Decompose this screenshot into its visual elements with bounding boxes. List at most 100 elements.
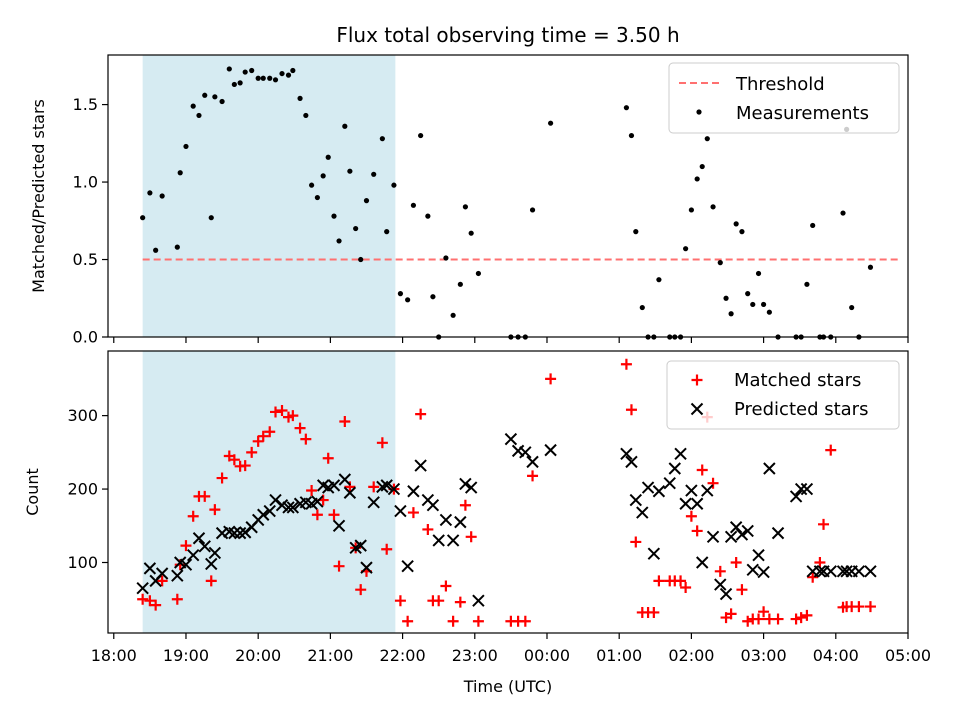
- predicted-star-point: [192, 532, 206, 545]
- matched-star-point: [355, 584, 367, 596]
- predicted-star-point: [401, 559, 414, 573]
- matched-star-point: [545, 373, 557, 385]
- matched-star-point: [758, 606, 770, 618]
- matched-star-point: [433, 595, 445, 607]
- predicted-star-point: [729, 521, 743, 534]
- count-xtick-label: 01:00: [596, 646, 642, 665]
- measurement-point: [242, 69, 248, 75]
- predicted-star-point: [526, 455, 539, 469]
- measurement-point: [342, 123, 348, 129]
- matched-star-point: [339, 416, 351, 427]
- count-xtick-label: 05:00: [885, 646, 931, 665]
- measurement-point: [212, 94, 218, 100]
- legend-matched-label: Matched stars: [734, 370, 861, 391]
- matched-star-point: [680, 581, 692, 593]
- measurement-point: [325, 154, 331, 160]
- predicted-star-point: [800, 482, 814, 496]
- measurement-point: [237, 80, 243, 86]
- matched-star-point: [818, 518, 830, 530]
- measurement-point: [314, 194, 320, 201]
- measurement-point: [153, 247, 159, 253]
- matched-star-point: [790, 613, 802, 625]
- matched-star-point: [381, 543, 393, 555]
- predicted-star-point: [282, 501, 295, 514]
- matched-star-point: [270, 406, 282, 418]
- measurement-point: [547, 120, 554, 126]
- measurement-point: [633, 229, 639, 235]
- predicted-star-point: [636, 506, 649, 519]
- matched-star-point: [257, 430, 269, 442]
- measurement-point: [739, 229, 745, 235]
- predicted-star-point: [338, 473, 352, 486]
- predicted-star-point: [257, 508, 270, 521]
- predicted-star-point: [233, 526, 247, 540]
- predicted-star-point: [311, 495, 324, 508]
- count-ytick-label: 300: [67, 406, 98, 425]
- matched-star-point: [772, 613, 784, 625]
- measurement-point: [683, 246, 689, 252]
- matched-star-point: [653, 575, 665, 587]
- measurement-point: [457, 281, 463, 287]
- measurement-point: [331, 213, 337, 219]
- ratio-ytick-label: 1.0: [73, 173, 98, 192]
- measurement-point: [710, 204, 716, 210]
- matched-star-point: [402, 615, 414, 627]
- measurement-point: [623, 105, 630, 111]
- predicted-star-point: [380, 479, 393, 492]
- matched-star-point: [707, 477, 719, 489]
- predicted-star-point: [459, 477, 472, 491]
- measurement-point: [745, 291, 751, 297]
- matched-star-point: [216, 472, 228, 484]
- predicted-star-point: [824, 565, 837, 578]
- predicted-star-point: [439, 513, 453, 527]
- predicted-star-point: [519, 446, 532, 459]
- matched-star-point: [205, 575, 217, 587]
- predicted-star-point: [186, 548, 200, 562]
- measurement-point: [279, 70, 285, 77]
- matched-star-point: [620, 358, 632, 370]
- measurement-point: [353, 225, 359, 232]
- ratio-panel: 0.0 0.5 1.0 1.5 Flux total observing time =…: [29, 23, 909, 347]
- predicted-star-point: [752, 548, 765, 562]
- matched-star-point: [394, 595, 406, 607]
- matched-star-point: [447, 615, 459, 627]
- measurement-point: [462, 204, 469, 210]
- x-axis-label: Time (UTC): [463, 677, 552, 696]
- count-legend: Matched stars Predicted stars: [666, 360, 900, 430]
- measurement-point: [450, 312, 456, 318]
- count-ytick-label: 200: [67, 480, 98, 499]
- legend-threshold-label: Threshold: [735, 74, 825, 95]
- matched-star-point: [144, 595, 156, 607]
- ratio-panel-frame: [107, 54, 909, 338]
- measurement-point: [320, 173, 326, 179]
- legend-box: [668, 62, 900, 134]
- measurement-point: [397, 291, 404, 297]
- predicted-star-point: [464, 481, 478, 494]
- observing-window-shade: [142, 351, 396, 633]
- predicted-star-point: [864, 565, 877, 578]
- matched-star-point: [171, 593, 183, 605]
- matched-star-point: [691, 525, 703, 537]
- matched-star-point: [795, 612, 807, 624]
- measurement-point: [840, 210, 846, 216]
- matched-star-point: [415, 408, 427, 420]
- predicted-star-point: [652, 485, 666, 498]
- matched-star-point: [459, 499, 471, 511]
- predicted-star-point: [794, 482, 808, 496]
- measurement-point: [384, 229, 390, 235]
- matched-star-point: [322, 452, 334, 464]
- predicted-star-point: [544, 443, 557, 457]
- count-xtick-label: 02:00: [668, 646, 714, 665]
- matched-star-point: [209, 504, 221, 516]
- matched-star-point: [276, 404, 288, 416]
- measurement-point: [628, 132, 635, 139]
- matched-star-point: [696, 464, 708, 476]
- matched-star-point: [239, 460, 251, 472]
- predicted-star-point: [263, 504, 276, 518]
- predicted-star-point: [208, 546, 222, 560]
- matched-star-point: [519, 615, 531, 627]
- predicted-star-point: [446, 534, 460, 547]
- matched-star-point: [714, 565, 726, 577]
- count-xtick-label: 22:00: [380, 646, 426, 665]
